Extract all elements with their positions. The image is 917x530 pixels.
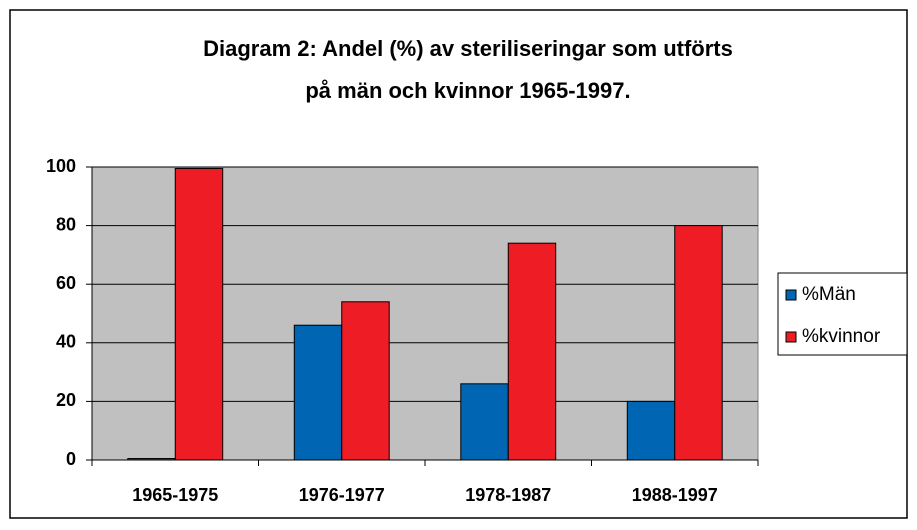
bar: [626, 400, 676, 461]
legend-swatch: [785, 331, 797, 343]
y-tick-label: 60: [56, 273, 76, 293]
y-tick-label: 40: [56, 332, 76, 352]
bar: [293, 324, 343, 461]
y-tick-label: 0: [66, 449, 76, 469]
x-tick-label: 1978-1987: [465, 485, 551, 505]
bar: [341, 301, 390, 461]
legend-swatch: [785, 289, 797, 301]
y-tick-label: 100: [46, 156, 76, 176]
y-tick-label: 20: [56, 390, 76, 410]
bar: [674, 225, 723, 461]
chart-title: på män och kvinnor 1965-1997.: [305, 78, 630, 103]
bar: [507, 242, 557, 461]
x-tick-label: 1976-1977: [299, 485, 385, 505]
legend-label: %kvinnor: [802, 326, 881, 347]
chart-title: Diagram 2: Andel (%) av steriliseringar …: [203, 36, 733, 61]
legend-box: [777, 272, 908, 356]
bar: [460, 383, 509, 461]
bar: [174, 167, 224, 461]
y-tick-label: 80: [56, 214, 76, 234]
legend-label: %Män: [802, 284, 856, 305]
x-tick-label: 1988-1997: [632, 485, 718, 505]
x-tick-label: 1965-1975: [132, 485, 218, 505]
